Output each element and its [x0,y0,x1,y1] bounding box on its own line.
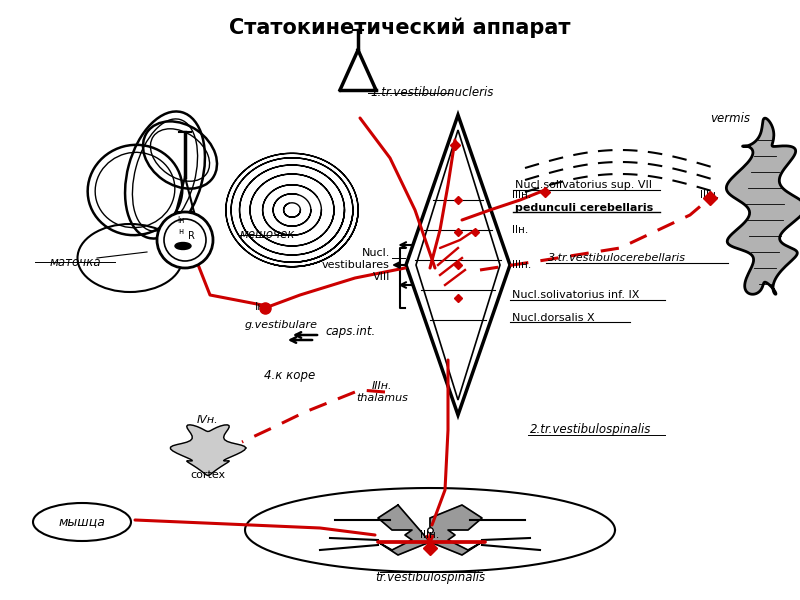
Text: ІVн.: ІVн. [197,415,219,425]
Polygon shape [378,505,482,555]
Text: Nucl.solivatorius sup. VII: Nucl.solivatorius sup. VII [515,180,652,190]
Text: pedunculi cerebellaris: pedunculi cerebellaris [515,203,654,213]
Text: Ін.: Ін. [255,302,269,312]
Text: vermis: vermis [710,112,750,124]
Ellipse shape [175,242,191,250]
Text: caps.int.: caps.int. [325,325,375,338]
Text: ІІІн.: ІІІн. [512,190,531,200]
Text: ІІн.: ІІн. [512,225,528,235]
Text: ІІІн.: ІІІн. [700,190,720,200]
Text: R: R [187,231,194,241]
Polygon shape [726,118,800,294]
Text: мышца: мышца [58,515,106,529]
Circle shape [157,212,213,268]
Polygon shape [170,425,246,475]
Text: cortex: cortex [190,470,226,480]
Text: Ін
н: Ін н [178,216,185,236]
Text: мешочек: мешочек [240,229,295,241]
Text: ІІІн.
thalamus: ІІІн. thalamus [356,381,408,403]
Text: Nucl.
vestibulares
VIII: Nucl. vestibulares VIII [322,248,390,281]
Text: 3.tr.vestibulocerebellaris: 3.tr.vestibulocerebellaris [548,253,686,263]
Text: Nucl.dorsalis X: Nucl.dorsalis X [512,313,594,323]
Text: маточка: маточка [49,256,101,269]
Text: 2.tr.vestibulospinalis: 2.tr.vestibulospinalis [530,424,651,437]
Text: 4.к коре: 4.к коре [264,368,316,382]
Text: Nucl.solivatorius inf. IX: Nucl.solivatorius inf. IX [512,290,639,300]
Circle shape [164,219,206,261]
Text: ІІІн.: ІІІн. [420,530,440,540]
Text: tr.vestibulospinalis: tr.vestibulospinalis [375,571,485,584]
Text: Статокинетический аппарат: Статокинетический аппарат [230,18,570,38]
Text: g.vestibulare: g.vestibulare [245,320,318,330]
Text: ІІІн.: ІІІн. [512,260,531,270]
Text: 1.tr.vestibulonucleris: 1.tr.vestibulonucleris [370,86,494,100]
